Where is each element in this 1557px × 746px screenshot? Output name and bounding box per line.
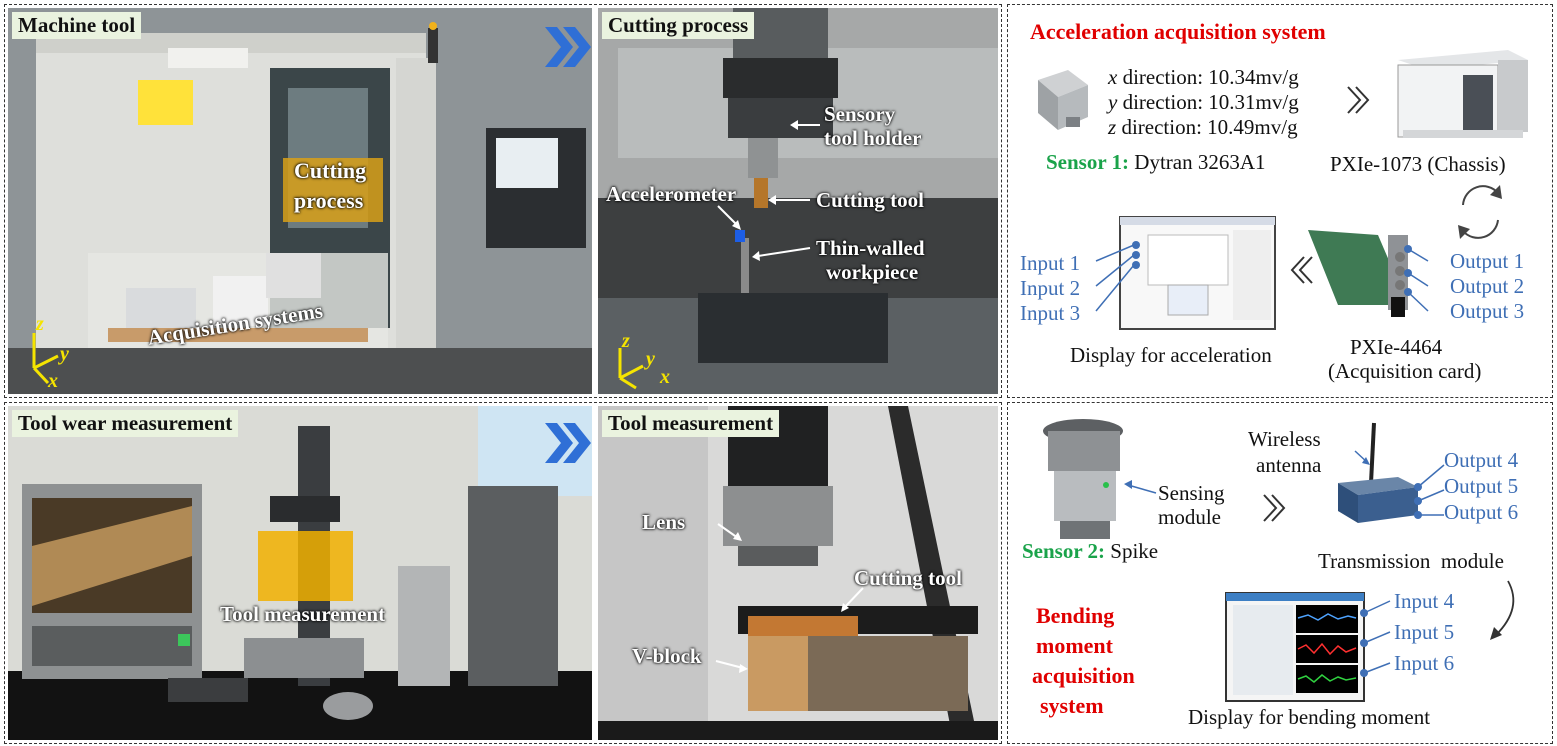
acceleration-display-caption: Display for acceleration (1070, 343, 1272, 367)
machine-tool-label: Machine tool (12, 12, 142, 39)
cutting-process-label: Cutting process (602, 12, 755, 39)
sensor-2-name: Spike (1105, 539, 1159, 563)
acceleration-graphics (1038, 50, 1528, 330)
sensor-1-prefix: Sensor 1: (1046, 150, 1130, 174)
output-4: Output 4 (1444, 448, 1519, 472)
input-6: Input 6 (1394, 651, 1455, 675)
lens-label: Lens (642, 510, 686, 534)
direction-y: y direction: 10.31mv/g (1108, 90, 1299, 115)
axis-x-label: x (48, 370, 58, 392)
top-left-panel: Cutting process Acquisition systems z y … (4, 4, 1002, 398)
bending-graphics (1043, 419, 1515, 702)
vblock-label: V-block (632, 644, 702, 668)
sensor-1-caption: Sensor 1: Dytran 3263A1 (1046, 150, 1266, 175)
machine-tool-illustration (8, 8, 592, 394)
acceleration-display-icon (1119, 216, 1276, 330)
sensing-module-icon (1043, 419, 1123, 539)
tool-measurement-photo: Lens Cutting tool V-block Tool measureme… (598, 406, 998, 740)
transmission-box-icon (1338, 477, 1418, 523)
cutting-process-overlay-line1: Cutting (294, 158, 367, 183)
input-1: Input 1 (1020, 251, 1081, 275)
axis-x-label-2: x (660, 366, 670, 388)
tool-measurement-overlay: Tool measurement (220, 602, 386, 626)
cutting-tool-label: Cutting tool (816, 188, 924, 212)
cutting-process-overlay-line2: process (294, 188, 364, 213)
output-3: Output 3 (1450, 299, 1525, 323)
cutting-process-illustration (598, 8, 998, 394)
bending-panel: Wireless antenna Output 4 Output 5 Outpu… (1007, 402, 1553, 744)
axis-z-label: z (36, 313, 44, 335)
sensory-holder-label-1: Sensory (824, 102, 896, 126)
card-caption-1: PXIe-4464 (1350, 335, 1443, 359)
transmission-caption: Transmission module (1318, 549, 1504, 573)
input-2: Input 2 (1020, 276, 1081, 300)
direction-z-text: direction: 10.49mv/g (1116, 115, 1298, 139)
bending-display-caption: Display for bending moment (1188, 705, 1431, 729)
sensor-2-prefix: Sensor 2: (1022, 539, 1106, 563)
direction-x-text: direction: 10.34mv/g (1117, 65, 1299, 89)
machine-tool-photo: Cutting process Acquisition systems z y … (8, 8, 592, 394)
cutting-process-photo: Sensory tool holder Accelerometer Cuttin… (598, 8, 998, 394)
bottom-left-panel: Tool measurement Tool wear measurement (4, 402, 1002, 744)
bending-title-2: moment (1036, 633, 1113, 658)
sensory-holder-label-2: tool holder (824, 126, 922, 150)
sensing-label-1: Sensing (1158, 481, 1225, 505)
wireless-label-1: Wireless (1248, 427, 1321, 451)
wireless-label-2: antenna (1256, 453, 1322, 477)
direction-x-axis: x (1108, 65, 1118, 89)
bending-display-icon (1225, 592, 1365, 702)
acceleration-panel: Acceleration acquisition system x direct… (1007, 4, 1553, 398)
acquisition-card-icon (1308, 230, 1408, 317)
direction-z: z direction: 10.49mv/g (1108, 115, 1298, 140)
thin-walled-label-1: Thin-walled (816, 236, 925, 260)
direction-y-axis: y (1108, 90, 1118, 114)
thin-walled-label-2: workpiece (826, 260, 919, 284)
tool-wear-photo: Tool measurement Tool wear measurement (8, 406, 592, 740)
input-3: Input 3 (1020, 301, 1081, 325)
cutting-tool-label-2: Cutting tool (854, 566, 962, 590)
chassis-icon (1397, 50, 1528, 138)
chassis-caption: PXIe-1073 (Chassis) (1330, 152, 1506, 176)
tool-wear-label: Tool wear measurement (12, 410, 239, 437)
sensor-2-caption: Sensor 2: Spike (1022, 539, 1158, 564)
sensing-label-2: module (1158, 505, 1221, 529)
input-5: Input 5 (1394, 620, 1455, 644)
output-2: Output 2 (1450, 274, 1525, 298)
card-caption-2: (Acquisition card) (1328, 359, 1482, 383)
bending-title-4: system (1040, 693, 1104, 718)
acceleration-title: Acceleration acquisition system (1030, 19, 1326, 44)
direction-z-axis: z (1108, 115, 1117, 139)
direction-x: x direction: 10.34mv/g (1108, 65, 1299, 90)
axis-y-label: y (60, 343, 69, 365)
output-1: Output 1 (1450, 249, 1525, 273)
axis-z-label-2: z (622, 330, 630, 352)
input-4: Input 4 (1394, 589, 1455, 613)
sensor-cube-icon (1038, 70, 1088, 130)
output-6: Output 6 (1444, 500, 1519, 524)
tool-measurement-label: Tool measurement (602, 410, 780, 437)
tool-wear-illustration (8, 406, 592, 740)
sensor-1-name: Dytran 3263A1 (1129, 150, 1266, 174)
accelerometer-label: Accelerometer (606, 182, 737, 206)
direction-y-text: direction: 10.31mv/g (1117, 90, 1299, 114)
bending-title-3: acquisition (1032, 663, 1135, 688)
bending-title-1: Bending (1036, 603, 1115, 628)
output-5: Output 5 (1444, 474, 1519, 498)
axis-y-label-2: y (646, 348, 655, 370)
